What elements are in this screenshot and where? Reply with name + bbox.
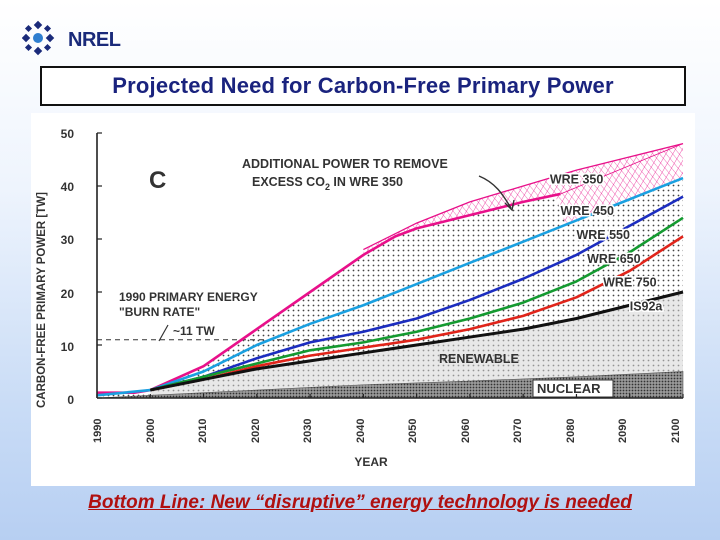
- annotation-co2-subscript: 2: [325, 182, 330, 192]
- series-label-wre450: WRE 450: [560, 204, 614, 218]
- y-tick-label: 50: [61, 127, 75, 141]
- series-line-wre450: [96, 176, 684, 397]
- y-tick-label: 20: [61, 287, 75, 301]
- annotation-arrow-head: [504, 199, 515, 212]
- annotation-additional-power-1: ADDITIONAL POWER TO REMOVE: [242, 157, 448, 171]
- series-label-wre550: WRE 550: [576, 228, 630, 242]
- series-label-wre750: WRE 750: [603, 276, 657, 290]
- renewable-band: [150, 292, 684, 396]
- series-line-wre650: [149, 216, 684, 392]
- annotation-arrow: [478, 175, 512, 209]
- page-title: Projected Need for Carbon-Free Primary P…: [112, 73, 614, 98]
- annotation-renewable: RENEWABLE: [439, 352, 519, 366]
- series-line-is92a: [149, 290, 684, 392]
- annotation-11tw: ~11 TW: [173, 324, 215, 338]
- annotation-additional-power-2: EXCESS CO2 IN WRE 350: [252, 175, 403, 192]
- y-tick-label: 30: [61, 233, 75, 247]
- x-ticks: 1990 2000 2010 2020 2030 2040 2050 2060 …: [92, 419, 682, 443]
- bottom-line-text: Bottom Line: New “disruptive” energy tec…: [88, 492, 632, 513]
- y-tick-label: 10: [61, 340, 75, 354]
- excess-co2-upper-line: [363, 142, 684, 251]
- series-label-is92a: IS92a: [630, 300, 664, 314]
- x-tick-label: 2080: [565, 419, 577, 443]
- panel-letter: C: [149, 167, 166, 194]
- plot-area: WRE 350 WRE 450 WRE 550 WRE 650 WRE 750 IS92a: [96, 132, 684, 399]
- x-tick-label: 2100: [670, 419, 682, 443]
- x-tick-label: 2020: [250, 419, 262, 443]
- excess-co2-inner-line: [560, 143, 684, 195]
- nrel-logo-icon: [22, 20, 55, 56]
- power-projection-chart: CARBON-FREE PRIMARY POWER [TW] 50 40 30 …: [36, 127, 684, 469]
- annotation-in-wre350: IN WRE 350: [330, 175, 403, 189]
- nuclear-label-box: [532, 379, 614, 398]
- title-box: Projected Need for Carbon-Free Primary P…: [40, 66, 686, 106]
- annotation-burn-rate-2: "BURN RATE": [119, 305, 200, 319]
- x-tick-label: 2040: [355, 419, 367, 443]
- annotation-nuclear: NUCLEAR: [537, 381, 601, 396]
- series-label-wre650: WRE 650: [587, 252, 641, 266]
- x-tick-label: 2090: [617, 419, 629, 443]
- y-tick-label: 0: [67, 393, 74, 407]
- series-line-wre550: [149, 195, 684, 392]
- x-axis-label: YEAR: [354, 455, 388, 469]
- x-tick-label: 2070: [512, 419, 524, 443]
- x-tick-label: 1990: [92, 419, 104, 443]
- excess-co2-crosshatch: [363, 143, 683, 255]
- x-tick-label: 2060: [460, 419, 472, 443]
- annotation-excess-co: EXCESS CO: [252, 175, 325, 189]
- series-line-wre750: [150, 235, 684, 392]
- x-tick-label: 2000: [145, 419, 157, 443]
- y-axis-label: CARBON-FREE PRIMARY POWER [TW]: [36, 192, 48, 408]
- x-tick-label: 2050: [407, 419, 419, 443]
- annotation-11tw-arrow: [158, 324, 169, 342]
- y-ticks: 50 40 30 20 10 0: [61, 127, 75, 407]
- series-label-wre350: WRE 350: [550, 172, 604, 186]
- logo-text: NREL: [68, 29, 121, 51]
- chart-panel: CARBON-FREE PRIMARY POWER [TW] 50 40 30 …: [31, 113, 695, 486]
- x-tick-label: 2030: [302, 419, 314, 443]
- x-tick-label: 2010: [197, 419, 209, 443]
- y-tick-label: 40: [61, 180, 75, 194]
- annotation-burn-rate-1: 1990 PRIMARY ENERGY: [119, 290, 258, 304]
